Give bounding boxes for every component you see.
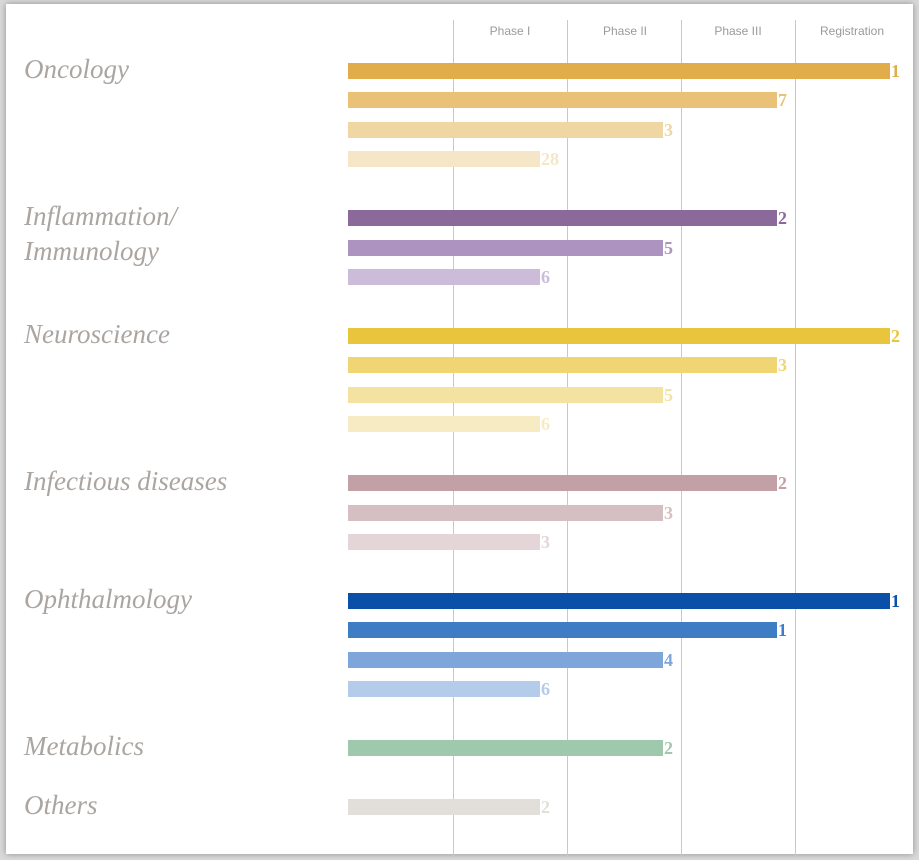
value-label: 3 bbox=[541, 532, 550, 552]
phase-line bbox=[795, 20, 796, 856]
value-label: 4 bbox=[664, 649, 673, 670]
value-label: 1 bbox=[778, 620, 787, 641]
bar bbox=[348, 475, 777, 492]
value-label: 6 bbox=[541, 679, 550, 700]
value-label: 6 bbox=[541, 414, 550, 435]
value-label: 2 bbox=[778, 473, 787, 494]
phase-header: Registration bbox=[819, 24, 885, 38]
bar bbox=[348, 210, 777, 227]
bar bbox=[348, 121, 663, 138]
phase-header: Phase II bbox=[602, 24, 648, 38]
bar bbox=[348, 416, 540, 433]
value-label: 2 bbox=[778, 208, 787, 229]
phase-header: Phase I bbox=[489, 24, 531, 38]
group-label: Neuroscience bbox=[24, 319, 170, 349]
value-label: 5 bbox=[664, 237, 673, 258]
phase-line bbox=[567, 20, 568, 856]
group-label: Infectious diseases bbox=[24, 466, 228, 497]
value-label: 28 bbox=[541, 149, 559, 170]
bar bbox=[348, 651, 663, 668]
bar bbox=[348, 239, 663, 256]
phase-header: Phase III bbox=[714, 24, 762, 38]
bar bbox=[348, 593, 890, 609]
value-label: 7 bbox=[778, 90, 787, 111]
value-label: 2 bbox=[664, 738, 673, 759]
bar bbox=[348, 357, 777, 374]
value-label: 5 bbox=[664, 384, 673, 405]
bar bbox=[348, 63, 890, 79]
value-label: 2 bbox=[541, 797, 550, 818]
bar bbox=[348, 269, 540, 285]
group-label: Metabolics bbox=[24, 731, 144, 762]
value-label: 3 bbox=[664, 502, 673, 523]
bar bbox=[348, 534, 540, 550]
value-label: 2 bbox=[891, 326, 900, 346]
bar bbox=[348, 504, 663, 521]
value-label: 3 bbox=[778, 355, 787, 376]
phase-line bbox=[681, 20, 682, 856]
bar bbox=[348, 328, 890, 344]
bar bbox=[348, 740, 663, 757]
bar bbox=[348, 386, 663, 403]
value-label: 6 bbox=[541, 267, 550, 287]
group-label: Ophthalmology bbox=[24, 584, 192, 614]
bar bbox=[348, 622, 777, 639]
value-label: 3 bbox=[664, 119, 673, 140]
value-label: 1 bbox=[891, 591, 900, 611]
group-label: Others bbox=[24, 790, 98, 821]
group-label: Inflammation/ Immunology bbox=[24, 201, 177, 267]
group-label: Oncology bbox=[24, 54, 129, 84]
bar bbox=[348, 681, 540, 698]
value-label: 1 bbox=[891, 61, 900, 81]
chart: Phase I Phase II Phase III Registration Onco… bbox=[6, 4, 913, 856]
phase-line bbox=[453, 20, 454, 856]
bar bbox=[348, 151, 540, 168]
bar bbox=[348, 799, 540, 816]
bar bbox=[348, 92, 777, 109]
